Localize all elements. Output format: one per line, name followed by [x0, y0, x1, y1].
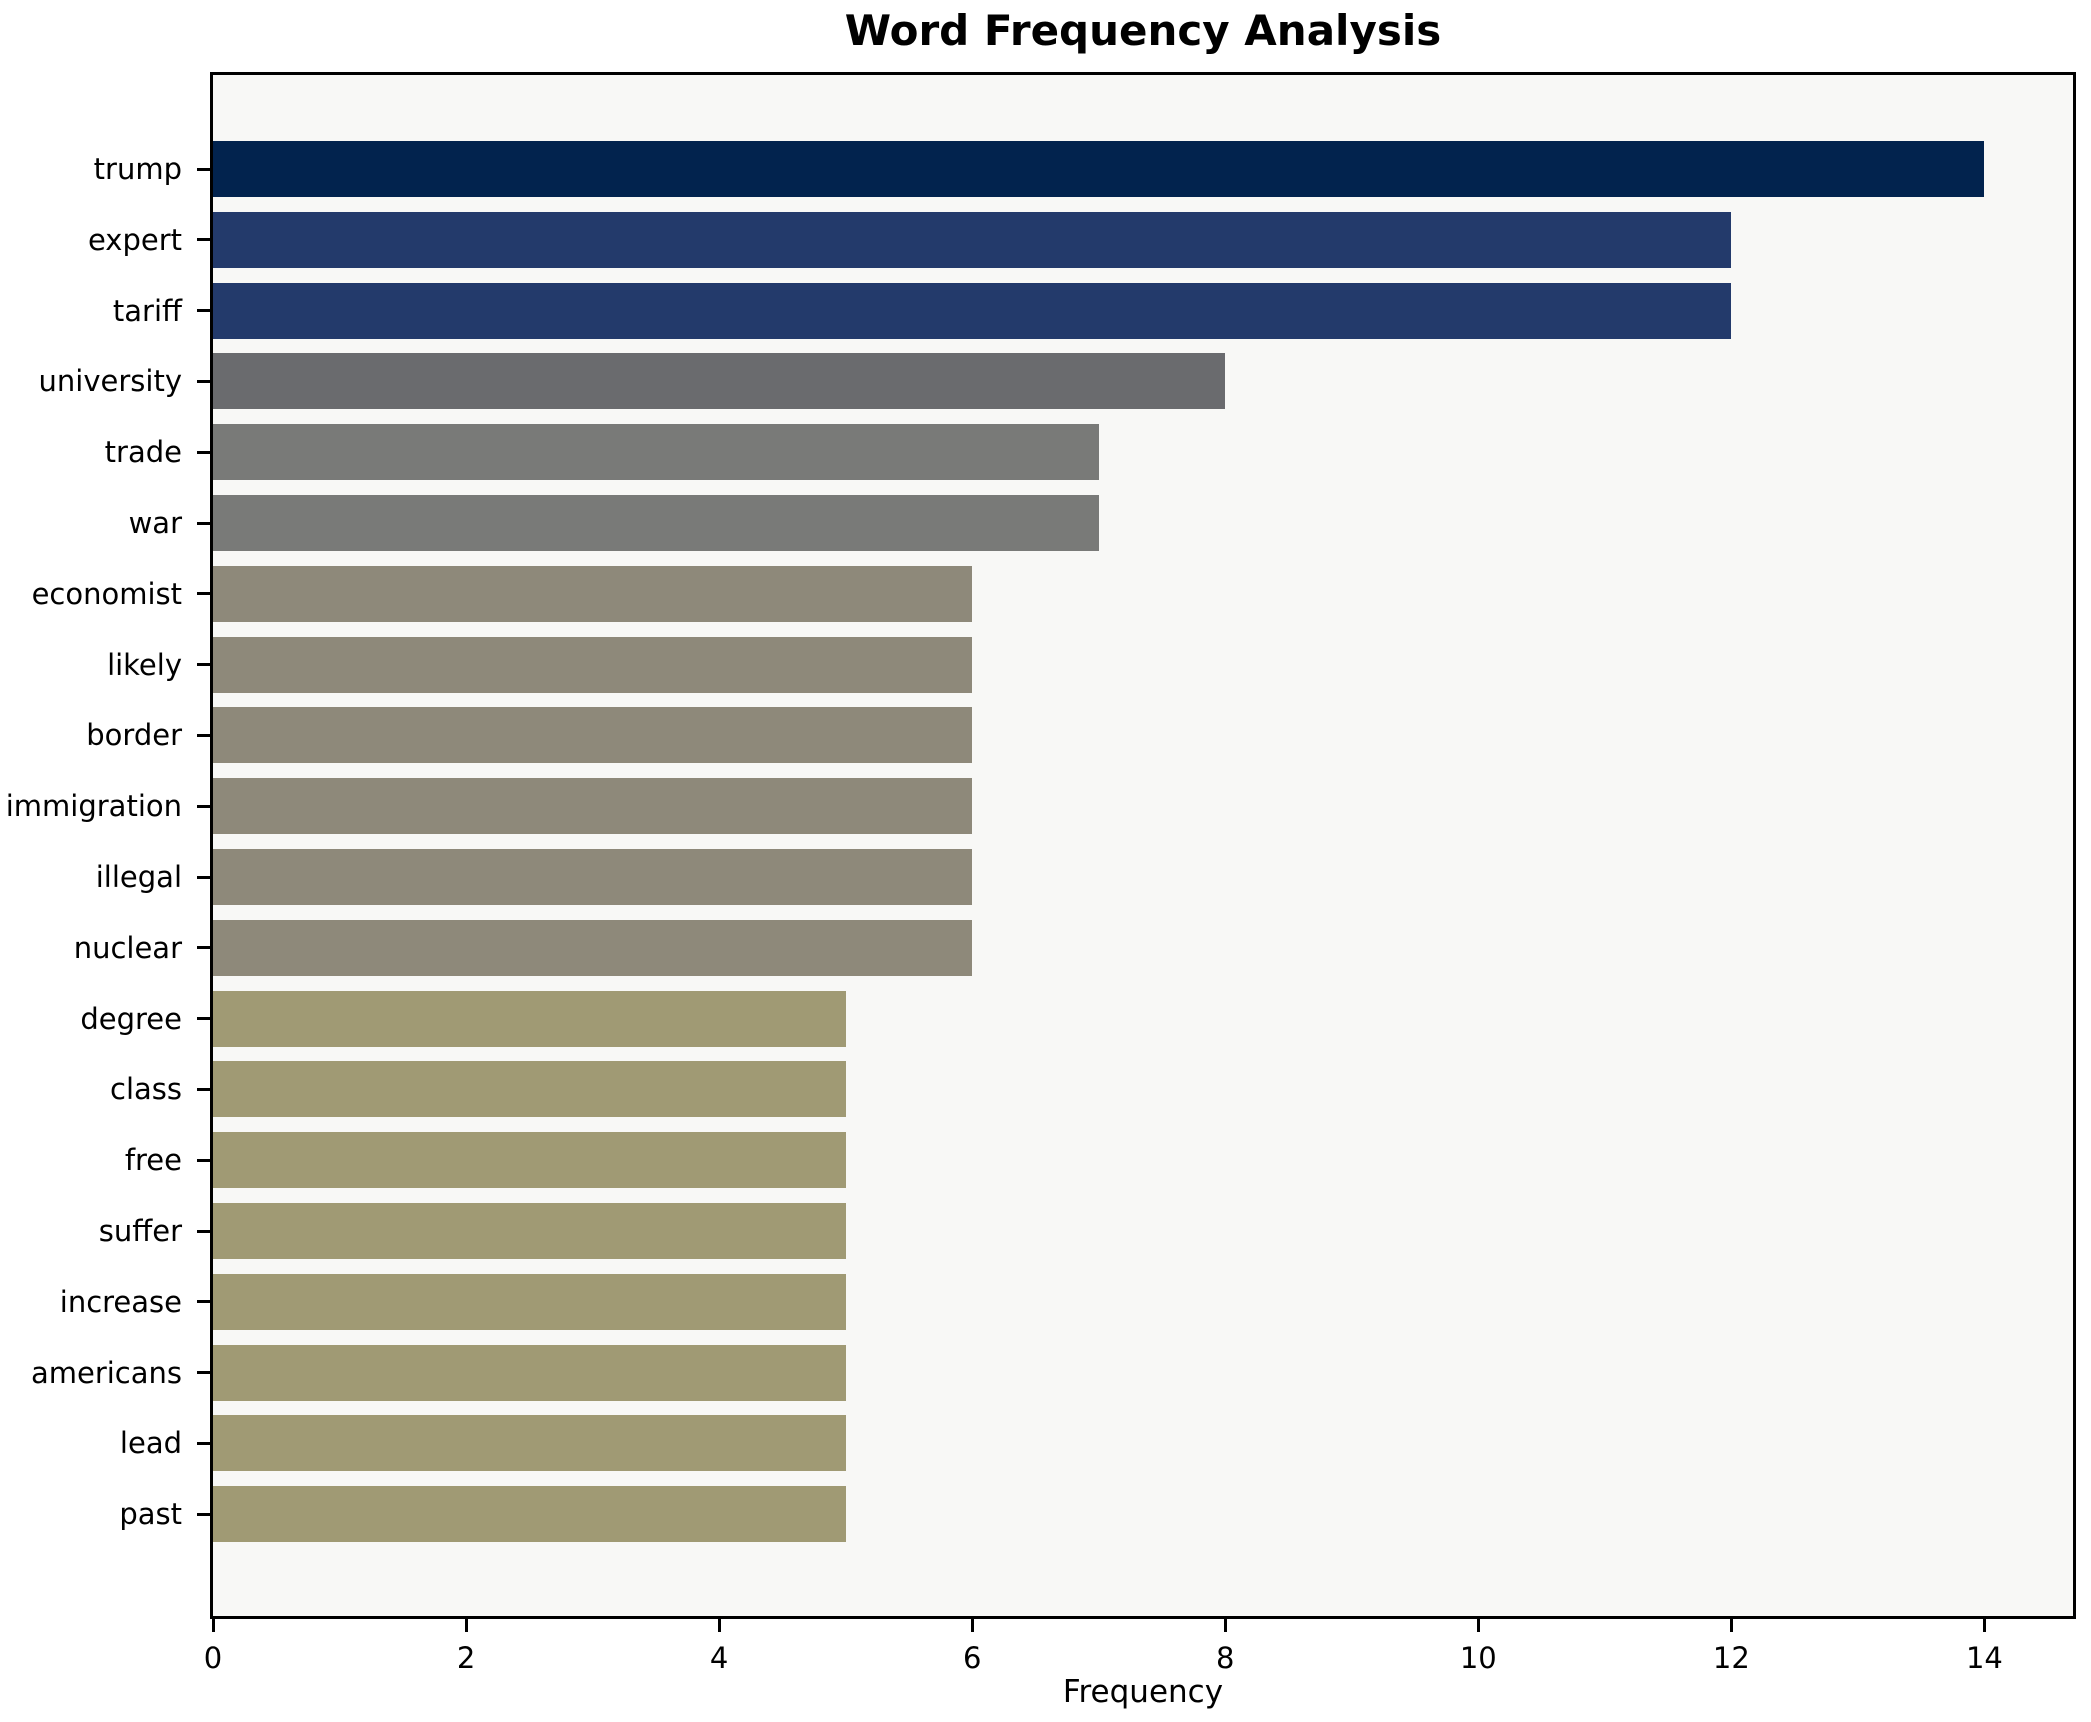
y-tick-mark: [197, 804, 210, 808]
y-tick-label-past: past: [119, 1497, 182, 1532]
y-tick-mark: [197, 1229, 210, 1233]
y-tick-mark: [197, 379, 210, 383]
x-tick-mark: [1729, 1619, 1733, 1632]
y-tick-mark: [197, 875, 210, 879]
bar-free: [213, 1132, 846, 1189]
x-tick-label-8: 8: [1216, 1641, 1235, 1675]
x-tick-mark: [1223, 1619, 1227, 1632]
bar-expert: [213, 211, 1732, 268]
y-tick-mark: [197, 1512, 210, 1516]
bar-lead: [213, 1415, 846, 1472]
x-tick-label-6: 6: [962, 1641, 982, 1675]
y-tick-mark: [197, 1158, 210, 1162]
bar-degree: [213, 990, 846, 1047]
y-tick-label-university: university: [38, 364, 182, 399]
x-tick-mark: [1476, 1619, 1480, 1632]
y-tick-label-border: border: [86, 718, 182, 753]
y-tick-mark: [197, 1371, 210, 1375]
bar-immigration: [213, 778, 973, 835]
x-tick-label-10: 10: [1459, 1641, 1497, 1675]
y-tick-label-lead: lead: [119, 1426, 182, 1461]
bar-illegal: [213, 849, 973, 905]
y-tick-label-expert: expert: [87, 222, 182, 257]
chart-title: Word Frequency Analysis: [844, 6, 1442, 55]
bar-class: [213, 1061, 846, 1118]
y-tick-label-increase: increase: [59, 1284, 182, 1319]
bar-university: [213, 353, 1226, 410]
y-tick-mark: [197, 663, 210, 667]
y-tick-mark: [197, 309, 210, 313]
bar-economist: [213, 565, 973, 622]
y-tick-label-illegal: illegal: [95, 860, 182, 894]
y-tick-mark: [197, 592, 210, 596]
y-tick-label-class: class: [110, 1072, 182, 1107]
y-tick-mark: [197, 1087, 210, 1091]
bar-trade: [213, 424, 1099, 481]
x-tick-mark: [211, 1619, 215, 1632]
bar-increase: [213, 1273, 846, 1330]
y-tick-label-americans: americans: [30, 1355, 182, 1390]
bar-border: [213, 707, 973, 764]
bar-nuclear: [213, 919, 973, 976]
y-tick-label-tariff: tariff: [112, 293, 182, 328]
y-tick-label-war: war: [128, 506, 182, 540]
y-tick-label-free: free: [124, 1143, 182, 1178]
x-tick-label-4: 4: [709, 1641, 729, 1675]
y-tick-mark: [197, 167, 210, 171]
x-tick-mark: [970, 1619, 974, 1632]
x-axis-title: Frequency: [1062, 1674, 1224, 1710]
y-tick-label-nuclear: nuclear: [73, 930, 182, 965]
y-tick-mark: [197, 1300, 210, 1304]
x-tick-mark: [717, 1619, 721, 1632]
y-tick-label-suffer: suffer: [98, 1214, 182, 1248]
bar-war: [213, 495, 1099, 551]
x-tick-mark: [1982, 1619, 1986, 1632]
y-tick-mark: [197, 1017, 210, 1021]
y-tick-label-trump: trump: [93, 152, 182, 186]
bar-likely: [213, 636, 973, 693]
y-tick-label-trade: trade: [104, 435, 182, 470]
x-tick-label-12: 12: [1712, 1641, 1750, 1675]
bar-trump: [213, 141, 1985, 197]
x-tick-label-14: 14: [1965, 1641, 2003, 1675]
bar-past: [213, 1486, 846, 1543]
y-tick-mark: [197, 521, 210, 525]
y-tick-mark: [197, 946, 210, 950]
bar-tariff: [213, 282, 1732, 339]
y-tick-mark: [197, 1441, 210, 1445]
y-tick-label-immigration: immigration: [5, 789, 182, 824]
x-tick-label-2: 2: [456, 1641, 476, 1675]
y-tick-mark: [197, 733, 210, 737]
x-tick-label-0: 0: [203, 1641, 223, 1675]
plot-area: [210, 72, 2076, 1619]
y-tick-label-degree: degree: [80, 1001, 182, 1036]
bar-suffer: [213, 1203, 846, 1259]
x-tick-mark: [464, 1619, 468, 1632]
y-tick-mark: [197, 450, 210, 454]
bar-americans: [213, 1344, 846, 1401]
y-tick-label-economist: economist: [31, 576, 182, 611]
y-tick-mark: [197, 238, 210, 242]
y-tick-label-likely: likely: [107, 647, 182, 682]
